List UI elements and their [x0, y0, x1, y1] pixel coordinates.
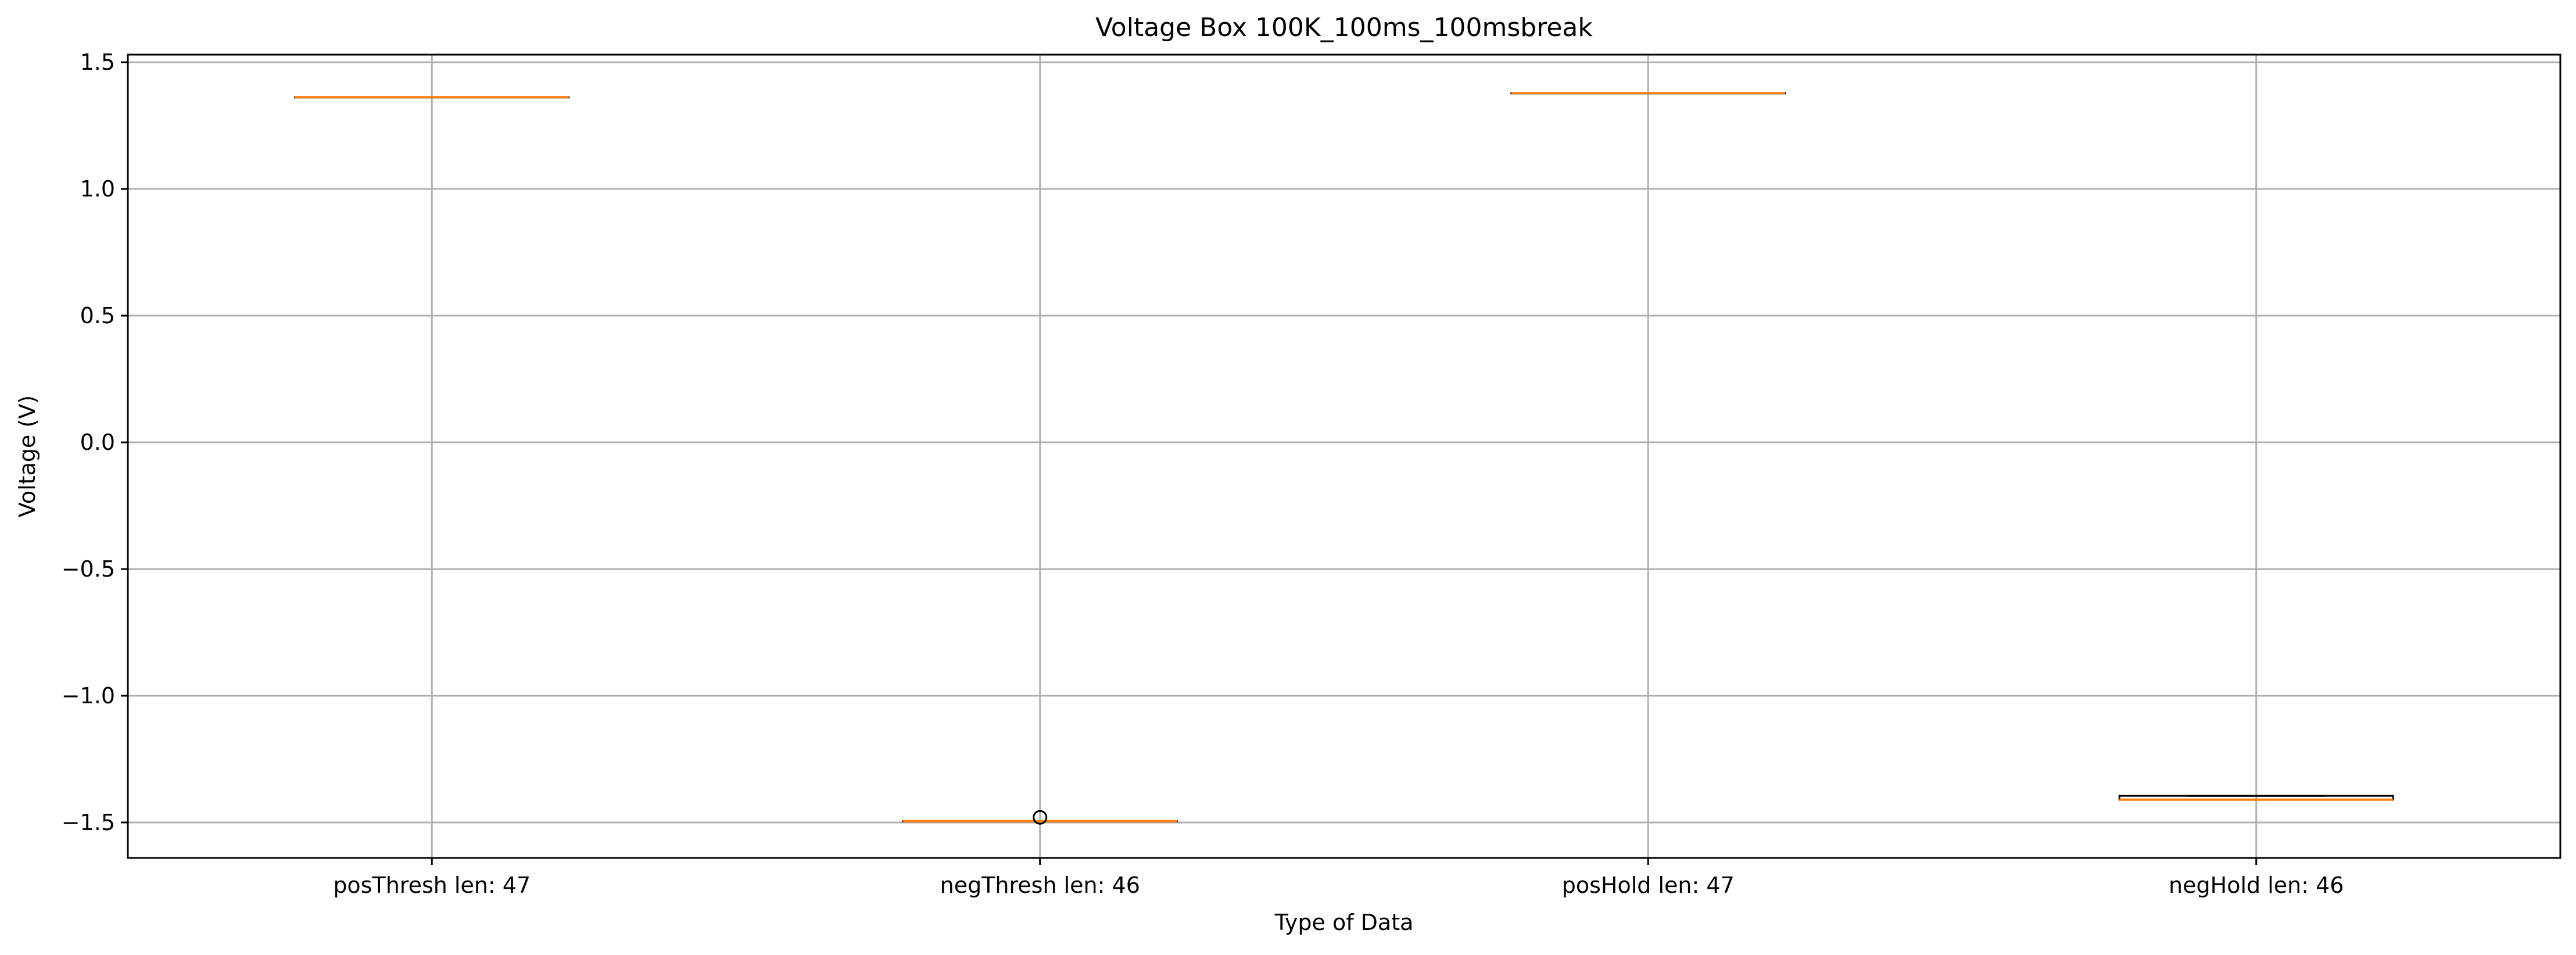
y-tick-label: −1.5 — [62, 810, 115, 835]
grid-lines — [128, 55, 2560, 858]
box-group — [902, 810, 1178, 825]
y-tick-label: 1.5 — [80, 49, 115, 75]
y-tick-label: 0.5 — [80, 303, 115, 328]
y-tick-label: 1.0 — [80, 176, 115, 202]
x-tick-label: negThresh len: 46 — [940, 872, 1140, 898]
chart-title: Voltage Box 100K_100ms_100msbreak — [1095, 13, 1593, 42]
x-axis-label: Type of Data — [1274, 910, 1414, 935]
y-axis-label: Voltage (V) — [15, 395, 40, 517]
x-tick-label: posHold len: 47 — [1562, 872, 1735, 898]
y-tick-label: −0.5 — [62, 556, 115, 582]
y-tick-label: −1.0 — [62, 683, 115, 709]
box-group — [1510, 92, 1786, 95]
plot-frame — [127, 53, 2561, 859]
outlier-point — [1033, 810, 1048, 825]
axis-ticks: 1.5 1.0 0.5 0.0 −0.5 −1.0 −1.5 posThresh len: 4… — [62, 49, 2344, 898]
x-tick-label: negHold len: 46 — [2169, 872, 2344, 898]
x-tick-label: posThresh len: 47 — [333, 872, 531, 898]
y-tick-label: 0.0 — [80, 430, 115, 455]
box-group — [294, 96, 570, 99]
box-group — [2118, 795, 2394, 801]
box-marks — [294, 92, 2394, 825]
